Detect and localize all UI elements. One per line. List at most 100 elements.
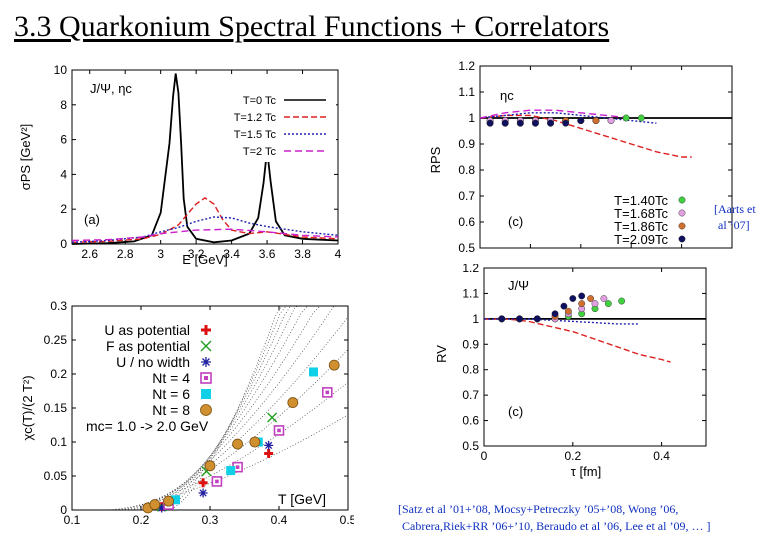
panel-label: (a)	[84, 212, 100, 227]
x-tick-label: 3.6	[259, 247, 276, 261]
citation-refs-line1: [Satz et al ’01+’08, Mocsy+Petreczky ’05…	[398, 502, 679, 516]
y-tick-label: 1.1	[458, 85, 475, 99]
data-point	[560, 302, 568, 310]
spectral-curve	[71, 228, 339, 242]
legend-label: T=2 Tc	[243, 146, 277, 158]
y-tick-label: 0.5	[458, 241, 475, 255]
data-point	[618, 297, 626, 305]
legend-label: U as potential	[104, 322, 190, 338]
legend-label: Nt = 6	[152, 386, 190, 402]
legend-label: Nt = 8	[152, 402, 190, 418]
data-point	[267, 412, 278, 423]
panel-label: (c)	[508, 214, 523, 229]
model-curve	[143, 305, 348, 511]
y-tick-label: 0	[60, 237, 67, 251]
data-point	[201, 389, 211, 399]
data-point	[157, 503, 167, 513]
y-tick-label: 0.2	[50, 367, 67, 381]
spectral-curve	[71, 73, 339, 245]
x-tick-label: 0	[481, 449, 488, 463]
data-point	[607, 117, 615, 124]
y-tick-label: 0.15	[44, 401, 68, 415]
panel-annotation: ηc	[500, 88, 514, 103]
data-point	[604, 300, 612, 307]
data-point	[532, 119, 539, 127]
citation-refs-line2: Cabrera,Riek+RR ’06+’10, Beraudo et al ’…	[402, 519, 711, 533]
x-tick-label: 3.4	[223, 247, 240, 261]
x-tick-label: 3.8	[294, 247, 311, 261]
data-point	[678, 235, 686, 243]
data-point	[200, 404, 212, 416]
data-point	[678, 222, 686, 230]
data-point	[328, 359, 340, 371]
legend-label: T=2.09Tc	[614, 232, 668, 247]
legend-label: T=1.5 Tc	[234, 129, 277, 141]
data-point	[587, 295, 594, 302]
data-point	[198, 488, 208, 498]
data-point	[226, 466, 236, 476]
data-point	[498, 315, 506, 323]
x-tick-label: 0.4	[271, 513, 288, 527]
data-point	[533, 315, 541, 323]
data-point	[501, 119, 509, 127]
model-curve	[484, 318, 671, 363]
y-tick-label: 1.2	[458, 60, 475, 73]
data-point	[678, 209, 686, 217]
data-point	[287, 397, 299, 408]
data-point	[578, 292, 586, 300]
data-point	[591, 300, 599, 307]
data-point	[201, 325, 211, 335]
data-point	[232, 438, 244, 450]
legend-label: T=0 Tc	[243, 95, 277, 107]
x-tick-label: 0.2	[564, 449, 581, 463]
susceptibility-plot: 0.1 0.2 0.3 0.4 0.5 0 0.05 0.1 0.15 0.2 0.25 0.3 χc(…	[8, 296, 354, 540]
y-tick-label: 0.05	[44, 469, 68, 483]
x-axis-label: E [GeV]	[182, 252, 228, 267]
y-tick-label: 1.1	[462, 286, 479, 300]
x-tick-label: 0.5	[340, 513, 354, 527]
data-point	[516, 119, 524, 127]
y-tick-label: 6	[60, 133, 67, 147]
data-point-center	[277, 428, 281, 433]
y-tick-label: 0.6	[458, 215, 475, 229]
data-point	[678, 196, 686, 204]
model-curve	[118, 349, 349, 511]
legend-label: T=1.68Tc	[614, 206, 668, 221]
data-point	[578, 300, 586, 307]
spectral-function-plot: 2.6 2.8 3 3.2 3.4 3.6 3.8 4 0 2 4 6 8 10 J/Ψ, ηc (a) E […	[8, 62, 342, 286]
data-point	[309, 367, 318, 377]
data-point	[149, 499, 161, 510]
x-tick-label: 0.3	[202, 513, 219, 527]
data-point-center	[235, 465, 240, 469]
y-tick-label: 1	[468, 111, 475, 125]
y-tick-label: 1	[472, 312, 479, 326]
y-tick-label: 0.9	[458, 137, 475, 151]
x-tick-label: 3.2	[188, 247, 205, 261]
data-point	[562, 119, 570, 127]
data-point	[551, 310, 559, 318]
citation-aarts-line2: al ’07]	[718, 218, 750, 232]
plot-frame	[479, 65, 733, 249]
data-point	[264, 449, 274, 459]
data-point	[204, 460, 216, 472]
legend-label: F as potential	[106, 338, 190, 354]
y-axis-label: RPS	[428, 146, 443, 173]
y-tick-label: 0.5	[462, 439, 479, 453]
data-point	[163, 495, 175, 507]
plot-frame	[483, 267, 707, 447]
data-point	[547, 119, 554, 127]
y-tick-label: 0.7	[458, 189, 475, 203]
data-point	[171, 495, 180, 505]
correlator-ratio-v-plot: 0 0.2 0.4 1 0.9 0.8 0.7 0.6 0.5 1.2 1.1 J/Ψ (c) τ [fm…	[426, 264, 710, 482]
y-tick-label: 0.8	[458, 163, 475, 177]
x-tick-label: 0.1	[64, 513, 81, 527]
x-axis-label: T [GeV]	[278, 491, 326, 507]
data-point	[516, 315, 523, 323]
legend-label: T=1.40Tc	[614, 193, 668, 208]
legend-label: Nt = 4	[152, 370, 190, 386]
y-tick-label: 0.8	[462, 363, 479, 377]
data-point	[577, 117, 585, 124]
legend-label: T=1.2 Tc	[234, 112, 277, 124]
x-axis-label: τ [fm]	[571, 464, 601, 479]
y-tick-label: 0	[60, 503, 67, 517]
